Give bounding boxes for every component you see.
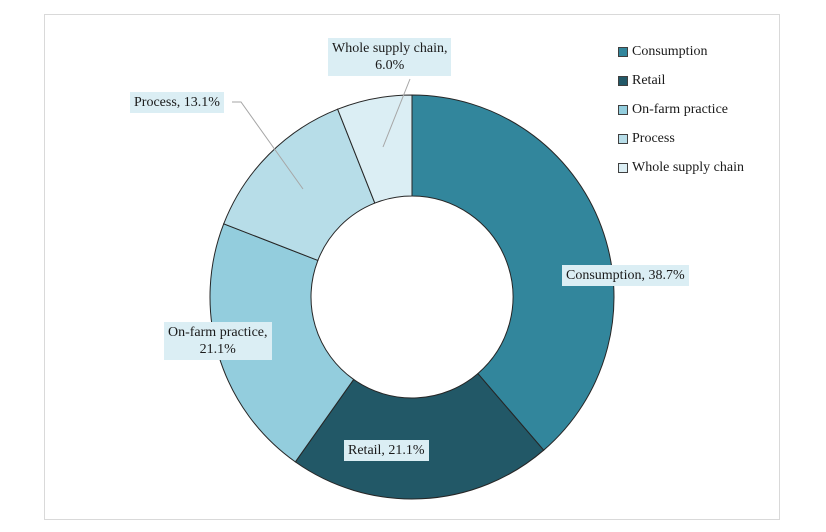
- legend-item-retail: Retail: [618, 66, 744, 95]
- legend-item-on-farm-practice: On-farm practice: [618, 95, 744, 124]
- slice-on-farm-practice: [209, 223, 355, 463]
- data-label-consumption: Consumption, 38.7%: [562, 265, 689, 286]
- data-label-text: On-farm practice,: [168, 325, 268, 340]
- data-label-text: Consumption, 38.7%: [566, 268, 685, 283]
- leader-line-process: [232, 101, 304, 190]
- legend-item-process: Process: [618, 124, 744, 153]
- data-label-retail: Retail, 21.1%: [344, 440, 429, 461]
- data-label-text: Retail, 21.1%: [348, 443, 425, 458]
- legend-swatch: [618, 46, 628, 57]
- legend-label: On-farm practice: [632, 101, 728, 117]
- slice-process: [223, 108, 376, 262]
- data-label-text: Whole supply chain,: [332, 41, 448, 56]
- legend-label: Retail: [632, 72, 666, 88]
- legend-swatch: [618, 133, 628, 144]
- slice-retail: [294, 372, 545, 500]
- legend-item-whole-supply-chain: Whole supply chain: [618, 153, 744, 182]
- data-label-process: Process, 13.1%: [130, 92, 224, 113]
- legend-item-consumption: Consumption: [618, 37, 744, 66]
- data-label-value: 6.0%: [375, 58, 405, 73]
- legend-label: Process: [632, 130, 675, 146]
- legend-label: Consumption: [632, 43, 708, 59]
- data-label-whole-supply-chain: Whole supply chain, 6.0%: [328, 38, 452, 76]
- data-label-value: 21.1%: [199, 342, 236, 357]
- legend-swatch: [618, 75, 628, 86]
- slice-consumption: [411, 94, 615, 451]
- legend-label: Whole supply chain: [632, 159, 744, 175]
- leader-line-whole-supply-chain: [382, 78, 411, 148]
- legend-swatch: [618, 162, 628, 173]
- data-label-text: Process, 13.1%: [134, 95, 220, 110]
- chart-legend: Consumption Retail On-farm practice Proc…: [618, 37, 744, 182]
- data-label-on-farm-practice: On-farm practice, 21.1%: [164, 322, 272, 360]
- legend-swatch: [618, 104, 628, 115]
